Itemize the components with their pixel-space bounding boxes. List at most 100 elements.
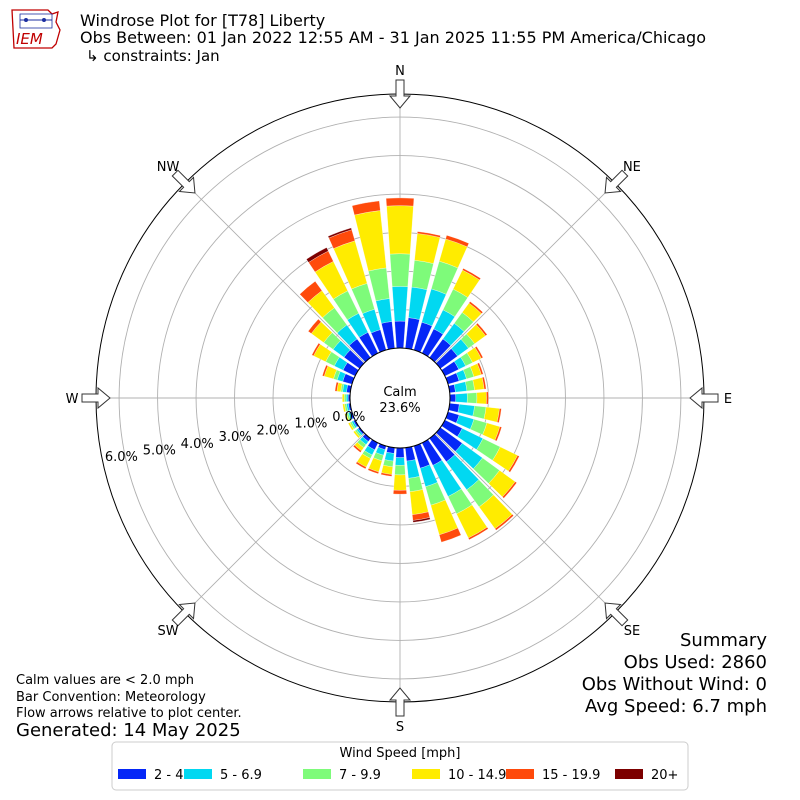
wind-bar-segment [355, 461, 367, 470]
wind-bars [299, 197, 520, 543]
legend-swatch [303, 769, 331, 779]
wind-bar-segment [394, 464, 406, 476]
wind-bar-segment [334, 381, 339, 392]
wind-bar-segment [322, 364, 329, 377]
wind-bar-segment [481, 376, 487, 390]
radial-tick-labels: 0.0% 1.0% 2.0% 3.0% 4.0% 5.0% 6.0% [105, 410, 365, 465]
wind-bar-segment [496, 408, 502, 423]
legend-label: 10 - 14.9 [448, 768, 506, 783]
iem-logo: IEM [11, 9, 61, 49]
wind-bar-segment [486, 391, 489, 405]
wind-bar-segment [299, 281, 323, 303]
legend-label: 20+ [651, 768, 678, 783]
summary-obs-without-wind: Obs Without Wind: 0 [582, 674, 767, 695]
wind-bar-segment [353, 444, 362, 453]
summary-avg-speed: Avg Speed: 6.7 mph [585, 696, 767, 717]
wind-bar-segment [455, 393, 468, 403]
direction-labels: N NE E SE S SW W NW [66, 64, 733, 735]
wind-bar-segment [412, 517, 431, 523]
legend-label: 7 - 9.9 [339, 768, 381, 783]
summary-obs-used: Obs Used: 2860 [624, 652, 767, 673]
wind-bar-segment [307, 318, 322, 334]
legend-swatch [184, 769, 212, 779]
wind-bar-segment [311, 342, 321, 357]
radial-tick-label: 1.0% [294, 417, 327, 432]
wind-bar-segment [342, 393, 345, 403]
summary-title: Summary [680, 630, 767, 651]
wind-bar-segment [477, 362, 484, 375]
calm-value: 23.6% [379, 401, 420, 416]
wind-bar-segment [395, 447, 405, 458]
wind-bar-segment [346, 394, 349, 402]
direction-arrow-icon [604, 602, 629, 627]
legend-label: 15 - 19.9 [542, 768, 600, 783]
direction-label: N [395, 64, 405, 79]
wind-bar-segment [380, 472, 393, 477]
note-bar-convention: Bar Convention: Meteorology [16, 690, 206, 705]
legend-swatch [615, 769, 643, 779]
wind-bar-segment [475, 322, 488, 337]
wind-bar-segment [342, 403, 347, 413]
direction-arrow-icon [171, 169, 196, 194]
direction-label: NE [623, 160, 641, 175]
wind-bar-segment [392, 286, 408, 322]
wind-bar-segment [474, 346, 484, 359]
direction-arrow-icon [171, 602, 196, 627]
wind-bar-segment [445, 235, 470, 248]
wind-bar-segment [393, 489, 407, 495]
wind-bar-segment [468, 301, 484, 314]
legend-label: 5 - 6.9 [220, 768, 262, 783]
generated-date: Generated: 14 May 2025 [16, 720, 241, 741]
chart-subtitle: Obs Between: 01 Jan 2022 12:55 AM - 31 J… [80, 28, 706, 47]
wind-bar-segment [476, 391, 487, 405]
legend-frame [111, 741, 689, 791]
grid-spoke [184, 182, 365, 363]
grid-spoke [435, 433, 616, 614]
note-calm: Calm values are < 2.0 mph [16, 673, 194, 688]
radial-tick-label: 0.0% [332, 410, 365, 425]
wind-bar-segment [502, 481, 517, 499]
grid-spoke [435, 182, 616, 363]
chart-title: Windrose Plot for [T78] Liberty [80, 11, 325, 30]
wind-bar-segment [394, 320, 406, 349]
legend-items: 2 - 4.9 5 - 6.9 7 - 9.9 10 - 14.9 15 - 19.9 2… [118, 768, 678, 783]
wind-bar-segment [393, 474, 407, 491]
wind-bar-segment [449, 393, 456, 403]
wind-bar-segment [494, 426, 502, 442]
legend-title: Wind Speed [mph] [340, 746, 461, 761]
legend-swatch [412, 769, 440, 779]
wind-bar-segment [466, 392, 478, 404]
wind-bar-segment [351, 200, 381, 216]
note-flow-arrows: Flow arrows relative to plot center. [16, 706, 242, 721]
direction-label: S [396, 720, 404, 735]
direction-arrow-icon [388, 687, 412, 717]
wind-bar-segment [508, 455, 520, 473]
direction-arrow-icon [604, 169, 629, 194]
legend: Wind Speed [mph] 2 - 4.9 5 - 6.9 7 - 9.9 10… [111, 741, 689, 791]
grid-spoke [184, 433, 365, 614]
wind-bar-segment [389, 253, 411, 287]
wind-bar-segment [468, 526, 489, 540]
wind-bar-segment [395, 457, 405, 466]
wind-bar-segment [347, 422, 354, 431]
calm-label: Calm [383, 385, 416, 400]
direction-arrow-icon [388, 79, 412, 109]
radial-tick-label: 5.0% [143, 443, 176, 458]
wind-bar-segment [417, 231, 441, 238]
wind-bar-segment [327, 227, 352, 239]
calm-circle [349, 347, 451, 449]
wind-bar-segment [439, 527, 462, 543]
legend-swatch [118, 769, 146, 779]
direction-arrow-icon [81, 386, 111, 410]
wind-bar-segment [367, 468, 379, 474]
wind-bar-segment [353, 430, 361, 439]
radial-tick-label: 4.0% [181, 437, 214, 452]
wind-bar-segment [344, 413, 350, 422]
chart-constraints: ↳ constraints: Jan [86, 47, 220, 65]
wind-bar-segment [386, 205, 414, 255]
direction-label: NW [157, 160, 180, 175]
direction-label: SE [624, 624, 640, 639]
wind-bar-segment [344, 393, 347, 403]
wind-bar-segment [462, 268, 481, 281]
